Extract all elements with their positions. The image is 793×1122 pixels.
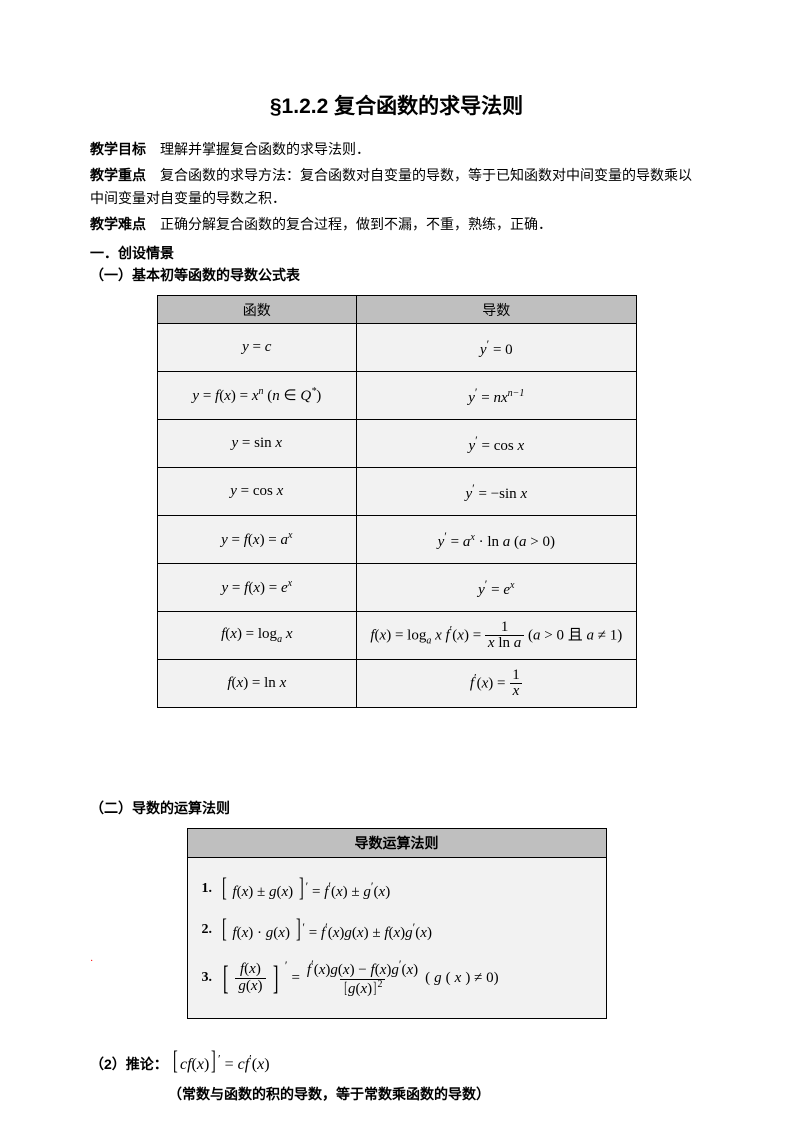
cell-f: y = f(x) = xn (n ∈ Q*): [157, 372, 357, 420]
cell-f: y = cos x: [157, 468, 357, 516]
cell-d: f′(x) = 1x: [357, 660, 636, 708]
goal-text: 理解并掌握复合函数的求导法则．: [160, 143, 370, 158]
cell-f: y = c: [157, 324, 357, 372]
table-row: y = c y′ = 0: [157, 324, 636, 372]
goal-line: 教学目标理解并掌握复合函数的求导法则．: [90, 138, 703, 162]
cell-d: y′ = nxn−1: [357, 372, 636, 420]
table-row: y = cos x y′ = −sin x: [157, 468, 636, 516]
section-1-heading: 一．创设情景: [90, 243, 703, 263]
rules-box-heading: 导数运算法则: [188, 829, 606, 858]
cell-f: y = f(x) = ax: [157, 516, 357, 564]
table-row: f(x) = loga x f(x) = loga x f′(x) = 1x l…: [157, 612, 636, 660]
cell-d: y′ = ex: [357, 564, 636, 612]
rule-1-num: 1.: [202, 881, 213, 897]
table-row: f(x) = ln x f′(x) = 1x: [157, 660, 636, 708]
cell-d: f(x) = loga x f′(x) = 1x ln a (a > 0 且 a…: [357, 612, 636, 660]
page: §1.2.2 复合函数的求导法则 教学目标理解并掌握复合函数的求导法则． 教学重…: [0, 0, 793, 1122]
rule-3: 3. [ f(x) g(x) ]′ = f′(x)g(x) − f(x)g′(x…: [202, 950, 592, 1006]
cell-f: f(x) = ln x: [157, 660, 357, 708]
diff-line: 教学难点正确分解复合函数的复合过程，做到不漏，不重，熟练，正确．: [90, 213, 703, 237]
rules-box: 导数运算法则 1. [ f(x) ± g(x) ]′ = f′(x) ± g′(…: [187, 828, 607, 1019]
rule-2: 2. [ f(x) · g(x) ]′ = f′(x)g(x) ± f(x)g′…: [202, 909, 592, 950]
rule-2-num: 2.: [202, 922, 213, 938]
derivative-table: 函数 导数 y = c y′ = 0 y = f(x) = xn (n ∈ Q*…: [157, 295, 637, 708]
rule-3-num: 3.: [202, 970, 213, 986]
dot-marker: ·: [90, 956, 93, 967]
page-title: §1.2.2 复合函数的求导法则: [90, 90, 703, 120]
table-header-row: 函数 导数: [157, 296, 636, 324]
subsection-1-heading: （一）基本初等函数的导数公式表: [90, 265, 703, 285]
rules-section: （二）导数的运算法则 导数运算法则 1. [ f(x) ± g(x) ]′ = …: [90, 798, 703, 1019]
cell-f: y = sin x: [157, 420, 357, 468]
table-row: y = f(x) = xn (n ∈ Q*) y′ = nxn−1: [157, 372, 636, 420]
goal-label: 教学目标: [90, 141, 146, 157]
rules-box-body: 1. [ f(x) ± g(x) ]′ = f′(x) ± g′(x) 2. […: [188, 858, 606, 1018]
focus-line: 教学重点复合函数的求导方法：复合函数对自变量的导数，等于已知函数对中间变量的导数…: [90, 164, 703, 211]
corollary-math: [cf(x)]′ = cf′(x): [171, 1056, 269, 1073]
cell-d: y′ = −sin x: [357, 468, 636, 516]
cell-f: f(x) = loga x: [157, 612, 357, 660]
th-function: 函数: [157, 296, 357, 324]
th-derivative: 导数: [357, 296, 636, 324]
table-row: y = f(x) = ex y′ = ex: [157, 564, 636, 612]
table-row: y = f(x) = ax y′ = ax · ln a (a > 0): [157, 516, 636, 564]
cell-d: y′ = 0: [357, 324, 636, 372]
table-row: y = sin x y′ = cos x: [157, 420, 636, 468]
corollary-line: （2）推论： [cf(x)]′ = cf′(x): [90, 1049, 703, 1074]
subsection-2-heading: （二）导数的运算法则: [90, 798, 703, 818]
diff-label: 教学难点: [90, 216, 146, 232]
cell-d: y′ = cos x: [357, 420, 636, 468]
cell-d: y′ = ax · ln a (a > 0): [357, 516, 636, 564]
diff-text: 正确分解复合函数的复合过程，做到不漏，不重，熟练，正确．: [160, 218, 552, 233]
corollary-label: （2）推论：: [90, 1056, 168, 1072]
focus-label: 教学重点: [90, 167, 146, 183]
focus-text: 复合函数的求导方法：复合函数对自变量的导数，等于已知函数对中间变量的导数乘以中间…: [90, 169, 692, 207]
cell-f: y = f(x) = ex: [157, 564, 357, 612]
rule-1: 1. [ f(x) ± g(x) ]′ = f′(x) ± g′(x): [202, 868, 592, 909]
corollary-note: （常数与函数的积的导数，等于常数乘函数的导数）: [168, 1084, 703, 1104]
